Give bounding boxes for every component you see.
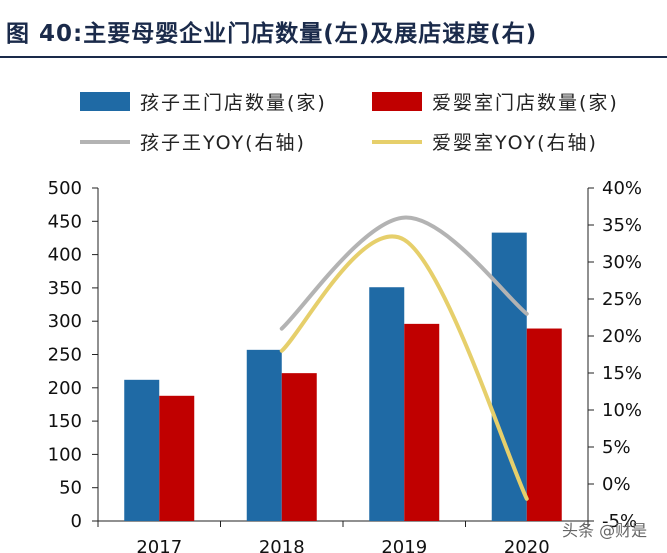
bar-kidswant-2020: [491, 232, 527, 521]
bar-kidswant-2019: [369, 287, 405, 521]
legend: 孩子王门店数量(家) 爱婴室门店数量(家) 孩子王YOY(右轴) 爱婴室YOY(右轴): [80, 92, 619, 154]
lines: [279, 215, 529, 501]
x-tick-label: 2017: [136, 537, 182, 553]
watermark: 头条 @财是: [562, 521, 647, 540]
right-tick-label: 15%: [602, 363, 642, 384]
line-kidswant-yoy: [279, 215, 529, 331]
line-aiyingshi-yoy: [279, 234, 529, 501]
bar-kidswant-2017: [124, 379, 160, 521]
legend-label-kidswant-stores: 孩子王门店数量(家): [140, 92, 327, 114]
bar-aiyingshi-2019: [404, 323, 440, 521]
right-tick-label: 20%: [602, 326, 642, 347]
bar-aiyingshi-2018: [281, 373, 317, 521]
right-tick-label: 10%: [602, 400, 642, 421]
left-tick-label: 450: [48, 211, 82, 232]
bar-aiyingshi-2020: [526, 328, 562, 521]
axes: 0 50 100 150 200 250 300 350 400 450 500 -5% 0% 5% 10%…: [48, 178, 642, 553]
left-tick-label: 300: [48, 311, 82, 332]
left-tick-label: 150: [48, 411, 82, 432]
x-tick-label: 2019: [381, 537, 427, 553]
legend-label-aiyingshi-yoy: 爱婴室YOY(右轴): [432, 132, 598, 154]
left-tick-label: 400: [48, 245, 82, 266]
left-tick-label: 350: [48, 278, 82, 299]
right-tick-label: 35%: [602, 215, 642, 236]
legend-swatch-aiyingshi-stores: [372, 92, 422, 111]
x-tick-label: 2020: [504, 537, 550, 553]
legend-label-kidswant-yoy: 孩子王YOY(右轴): [140, 132, 306, 154]
left-tick-label: 100: [48, 444, 82, 465]
bars: [124, 232, 562, 521]
bar-kidswant-2018: [246, 349, 282, 521]
right-tick-label: 40%: [602, 178, 642, 199]
left-tick-label: 0: [71, 511, 82, 532]
right-tick-label: 5%: [602, 437, 631, 458]
title-underline: [0, 56, 667, 58]
bar-aiyingshi-2017: [159, 395, 195, 521]
right-tick-label: 0%: [602, 474, 631, 495]
right-tick-label: -5%: [602, 511, 637, 532]
figure-title: 图 40:主要母婴企业门店数量(左)及展店速度(右): [6, 21, 538, 47]
left-tick-label: 500: [48, 178, 82, 199]
legend-label-aiyingshi-stores: 爱婴室门店数量(家): [432, 92, 619, 114]
right-tick-label: 25%: [602, 289, 642, 310]
left-tick-label: 50: [59, 478, 82, 499]
left-tick-label: 200: [48, 378, 82, 399]
x-tick-label: 2018: [259, 537, 305, 553]
left-tick-label: 250: [48, 345, 82, 366]
legend-swatch-kidswant-stores: [80, 92, 130, 111]
right-tick-label: 30%: [602, 252, 642, 273]
